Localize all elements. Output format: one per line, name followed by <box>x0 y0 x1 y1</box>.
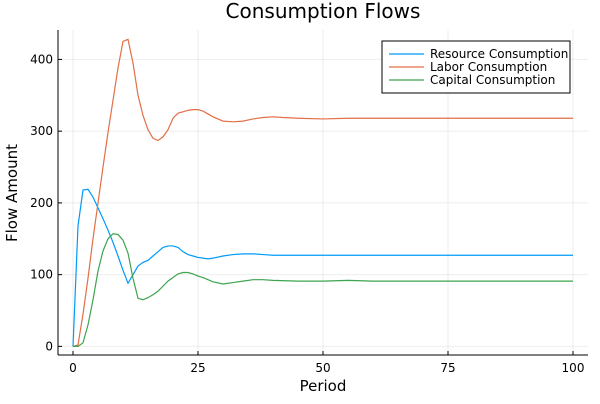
legend: Resource Consumption Labor Consumption C… <box>381 40 571 94</box>
legend-label-resource: Resource Consumption <box>430 47 568 61</box>
x-tick-label: 75 <box>440 361 455 375</box>
legend-label-capital: Capital Consumption <box>430 73 555 87</box>
y-axis-title: Flow Amount <box>3 144 21 242</box>
y-tick-label: 100 <box>30 268 53 282</box>
y-tick-label: 200 <box>30 196 53 210</box>
y-tick-label: 400 <box>30 52 53 66</box>
series-line-labor <box>72 38 573 347</box>
x-tick-label: 25 <box>190 361 205 375</box>
tick-layer: 0 25 50 75 100 0 100 200 300 400 <box>30 52 584 375</box>
series-layer <box>72 38 573 347</box>
y-tick-label: 300 <box>30 124 53 138</box>
chart-title: Consumption Flows <box>226 0 421 23</box>
y-tick-label: 0 <box>45 339 53 353</box>
x-tick-label: 0 <box>69 361 77 375</box>
legend-label-labor: Labor Consumption <box>430 60 547 74</box>
series-line-capital <box>73 233 573 347</box>
x-tick-label: 50 <box>315 361 330 375</box>
series-line-resource <box>72 188 573 347</box>
x-axis-title: Period <box>300 377 347 395</box>
x-tick-label: 100 <box>562 361 585 375</box>
